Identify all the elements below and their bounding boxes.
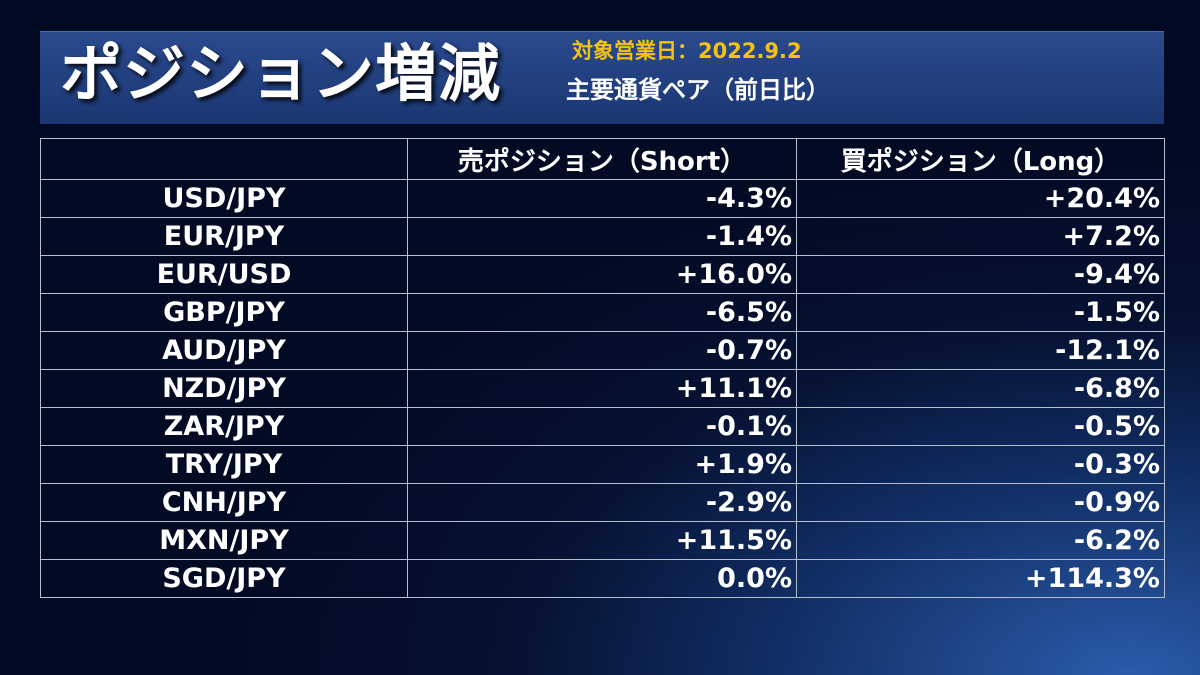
short-change-cell: -0.7%: [407, 331, 797, 370]
page-subtitle: 主要通貨ペア（前日比）: [566, 76, 830, 104]
long-change-cell: -0.9%: [796, 483, 1165, 522]
short-change-cell: -2.9%: [407, 483, 797, 522]
long-change-cell: +20.4%: [796, 179, 1165, 218]
short-change-cell: +11.5%: [407, 521, 797, 560]
short-change-cell: -1.4%: [407, 217, 797, 256]
page-title: ポジション増減: [60, 37, 502, 110]
long-change-cell: +7.2%: [796, 217, 1165, 256]
long-change-cell: +114.3%: [796, 559, 1165, 598]
pair-cell: ZAR/JPY: [40, 407, 408, 446]
pair-cell: AUD/JPY: [40, 331, 408, 370]
pair-cell: CNH/JPY: [40, 483, 408, 522]
pair-cell: EUR/USD: [40, 255, 408, 294]
short-change-cell: +1.9%: [407, 445, 797, 484]
pair-cell: EUR/JPY: [40, 217, 408, 256]
table-row: MXN/JPY +11.5% -6.2%: [40, 521, 1165, 560]
long-change-cell: -0.5%: [796, 407, 1165, 446]
table-row: AUD/JPY -0.7% -12.1%: [40, 331, 1165, 370]
table-row: GBP/JPY -6.5% -1.5%: [40, 293, 1165, 332]
table-row: NZD/JPY +11.1% -6.8%: [40, 369, 1165, 408]
long-change-cell: -1.5%: [796, 293, 1165, 332]
table-row: USD/JPY -4.3% +20.4%: [40, 179, 1165, 218]
long-change-cell: -6.2%: [796, 521, 1165, 560]
table-body: USD/JPY -4.3% +20.4% EUR/JPY -1.4% +7.2% EUR/U…: [40, 179, 1165, 598]
table-row: SGD/JPY 0.0% +114.3%: [40, 559, 1165, 598]
pair-cell: MXN/JPY: [40, 521, 408, 560]
long-change-cell: -6.8%: [796, 369, 1165, 408]
long-change-cell: -0.3%: [796, 445, 1165, 484]
short-change-cell: -0.1%: [407, 407, 797, 446]
position-change-table: 売ポジション（Short） 買ポジション（Long） USD/JPY -4.3% +…: [40, 138, 1165, 598]
pair-cell: TRY/JPY: [40, 445, 408, 484]
pair-cell: SGD/JPY: [40, 559, 408, 598]
short-change-cell: +16.0%: [407, 255, 797, 294]
pair-cell: NZD/JPY: [40, 369, 408, 408]
pair-cell: USD/JPY: [40, 179, 408, 218]
long-change-cell: -12.1%: [796, 331, 1165, 370]
short-change-cell: +11.1%: [407, 369, 797, 408]
short-change-cell: -4.3%: [407, 179, 797, 218]
table-row: ZAR/JPY -0.1% -0.5%: [40, 407, 1165, 446]
column-header-short: 売ポジション（Short）: [407, 138, 797, 180]
pair-cell: GBP/JPY: [40, 293, 408, 332]
header-band: [40, 31, 1164, 124]
table-row: TRY/JPY +1.9% -0.3%: [40, 445, 1165, 484]
table-row: CNH/JPY -2.9% -0.9%: [40, 483, 1165, 522]
short-change-cell: -6.5%: [407, 293, 797, 332]
column-header-pair: [40, 138, 408, 180]
column-header-long: 買ポジション（Long）: [796, 138, 1165, 180]
table-header-row: 売ポジション（Short） 買ポジション（Long）: [40, 138, 1165, 180]
business-date: 対象営業日：2022.9.2: [572, 39, 802, 63]
long-change-cell: -9.4%: [796, 255, 1165, 294]
table-row: EUR/USD +16.0% -9.4%: [40, 255, 1165, 294]
table-row: EUR/JPY -1.4% +7.2%: [40, 217, 1165, 256]
short-change-cell: 0.0%: [407, 559, 797, 598]
